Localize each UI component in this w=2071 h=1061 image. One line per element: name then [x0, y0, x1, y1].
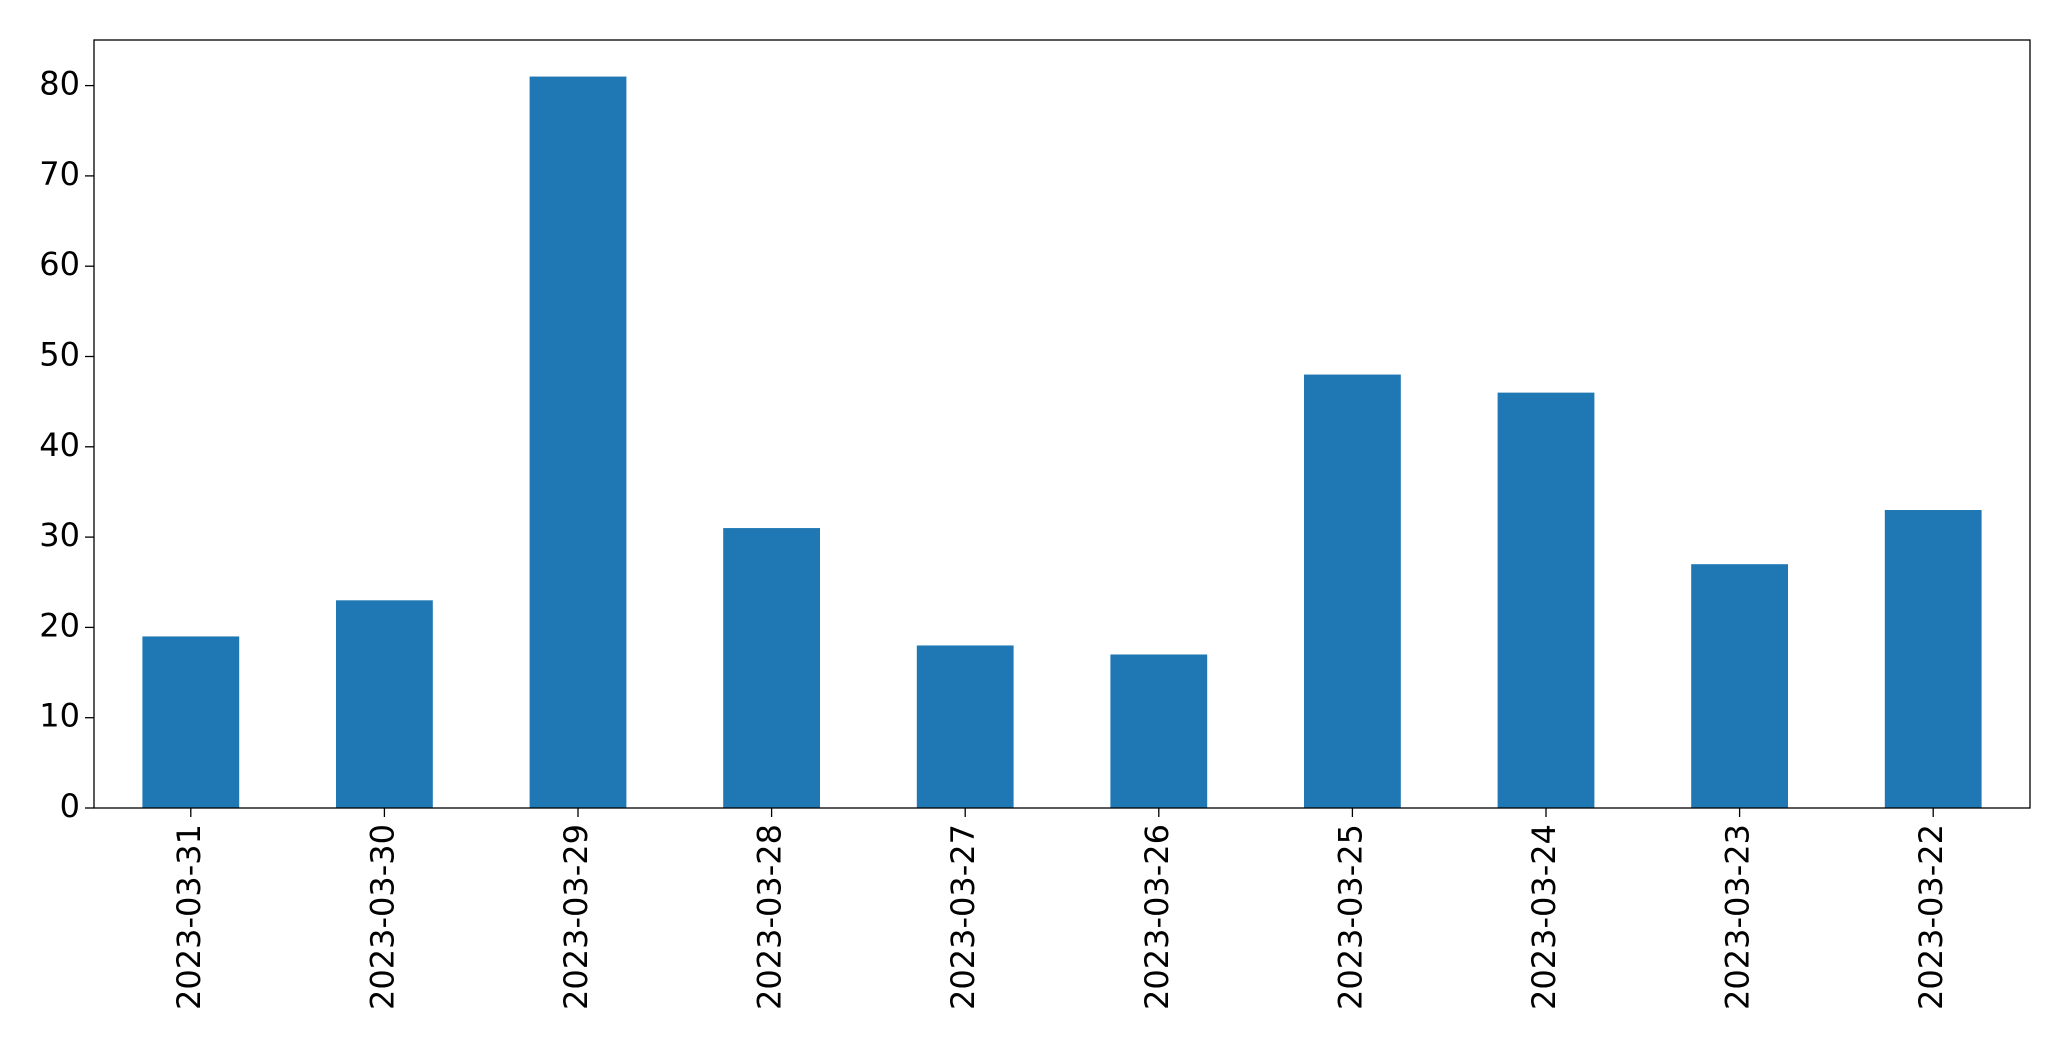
y-tick-label: 40 — [39, 426, 80, 464]
bar — [1110, 654, 1208, 808]
bar — [1304, 374, 1401, 808]
y-tick-label: 20 — [39, 606, 80, 644]
x-tick-label: 2023-03-25 — [1331, 824, 1369, 1010]
bar — [336, 600, 433, 808]
x-tick-label: 2023-03-26 — [1138, 824, 1176, 1010]
x-tick-label: 2023-03-23 — [1719, 824, 1757, 1010]
bar — [142, 636, 240, 808]
y-tick-label: 70 — [39, 155, 80, 193]
y-tick-label: 10 — [39, 697, 80, 735]
y-tick-label: 50 — [39, 336, 80, 374]
y-tick-label: 0 — [60, 787, 80, 825]
y-tick-label: 60 — [39, 245, 80, 283]
bar — [1884, 510, 1982, 808]
plot-frame — [93, 39, 2031, 809]
x-tick-label: 2023-03-31 — [170, 824, 208, 1010]
y-tick-label: 30 — [39, 516, 80, 554]
bar — [529, 76, 627, 809]
x-tick-label: 2023-03-24 — [1525, 824, 1563, 1010]
x-tick-label: 2023-03-28 — [751, 824, 789, 1010]
bar — [916, 645, 1014, 808]
bar — [1691, 564, 1788, 808]
y-tick-label: 80 — [39, 65, 80, 103]
x-tick-label: 2023-03-27 — [944, 824, 982, 1010]
x-tick-label: 2023-03-29 — [557, 824, 595, 1010]
x-tick-label: 2023-03-30 — [363, 824, 401, 1010]
bar — [1497, 392, 1595, 808]
x-tick-label: 2023-03-22 — [1912, 824, 1950, 1010]
bar — [723, 528, 820, 808]
